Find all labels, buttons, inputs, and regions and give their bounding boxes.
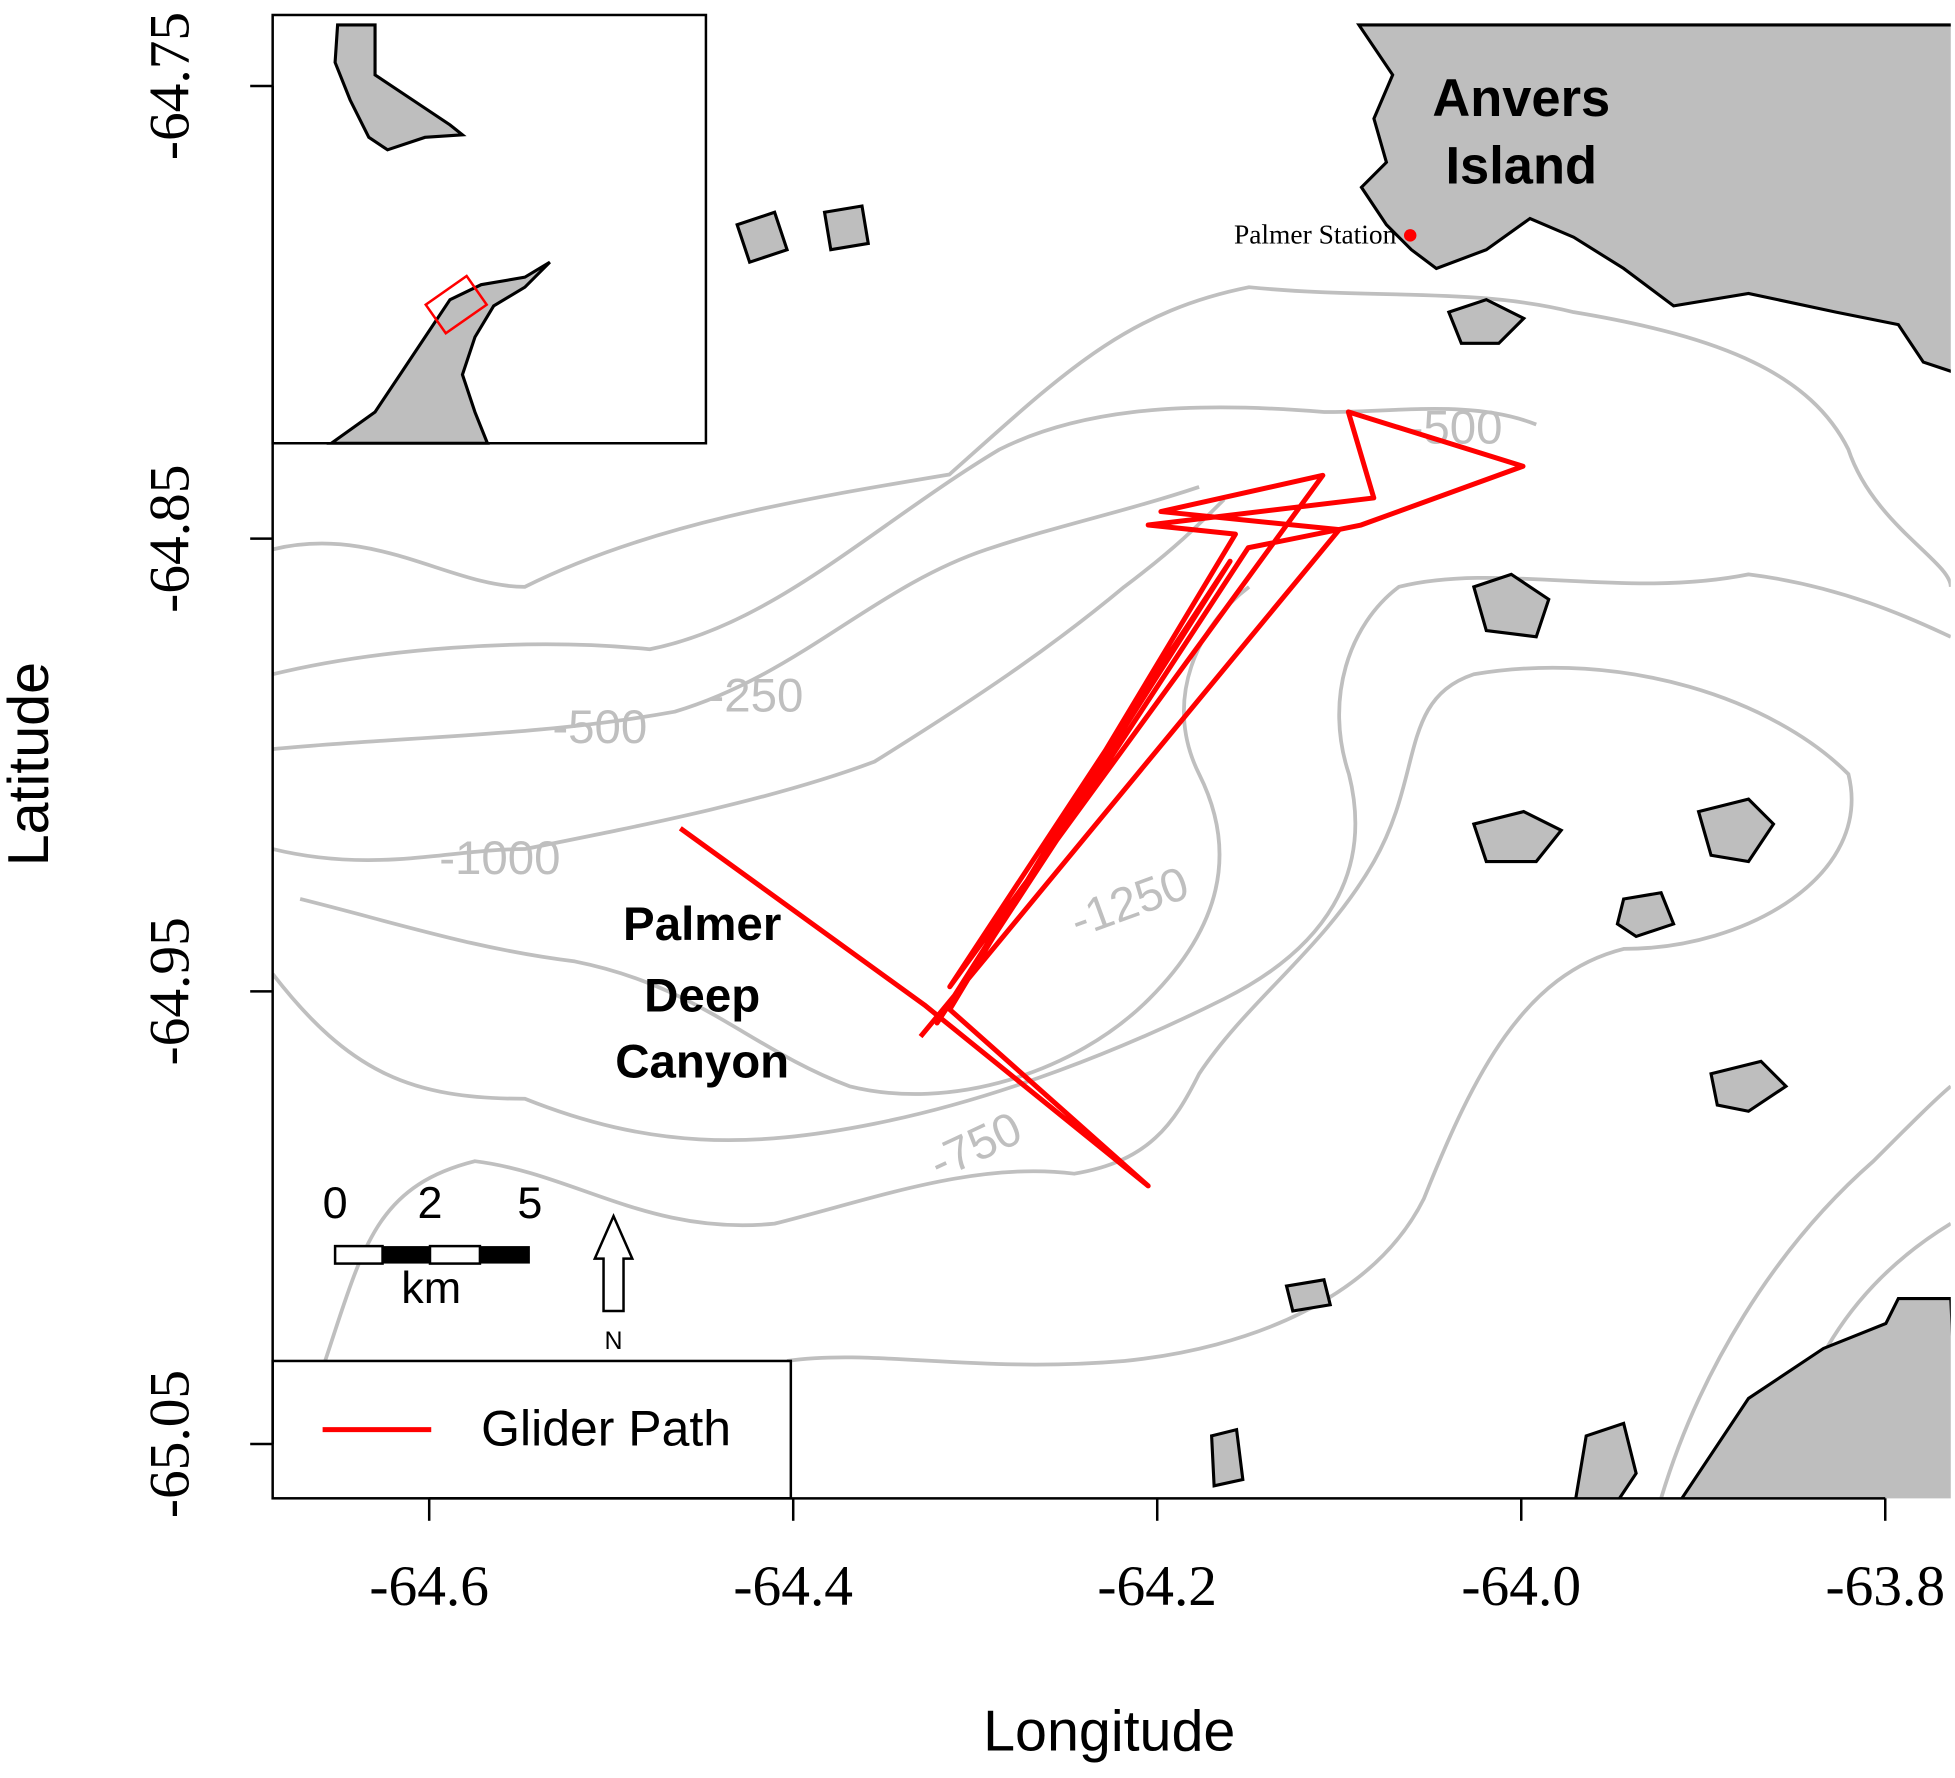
land [1446,297,1527,345]
contour-label: -1000 [439,832,560,885]
contour [272,498,1226,862]
station-marker [1403,229,1417,242]
land [1615,890,1676,939]
contour [299,585,1251,1096]
place-label: Canyon [615,1036,789,1089]
scale-bar: 0 2 5 km [323,1177,543,1313]
scale-label: 0 [323,1177,348,1228]
place-label: Island [1445,138,1597,196]
y-tick-label: -64.75 [138,12,201,160]
place-label: Palmer [623,898,781,951]
north-arrow: N [592,1213,635,1355]
contour-label: -1250 [1063,857,1195,948]
contour [1659,1084,1951,1499]
place-label: Anvers [1432,70,1610,128]
land [822,204,871,252]
contour-label: -250 [708,670,803,723]
x-tick-label: -64.2 [1097,1555,1217,1618]
land [1574,1421,1638,1499]
x-tick-label: -64.6 [369,1555,489,1618]
y-tick-label: -64.85 [138,465,201,613]
land [1471,809,1564,864]
land [1471,572,1551,639]
contour [272,485,1200,752]
legend-label: Glider Path [481,1400,731,1456]
land [1680,1296,1951,1499]
place-label: Deep [644,969,760,1022]
contour-label: -500 [552,701,647,754]
scale-label: 2 [417,1177,442,1228]
scale-unit: km [401,1262,461,1313]
scale-label: 5 [517,1177,542,1228]
y-tick-label: -65.05 [138,1370,201,1518]
land [1696,797,1776,864]
y-tick-label: -64.95 [138,917,201,1065]
legend: Glider Path [271,1359,793,1500]
north-label: N [605,1327,623,1355]
contour [272,572,1951,1142]
land [1709,1059,1789,1113]
contour [323,665,1854,1367]
x-tick-label: -64.0 [1461,1555,1581,1618]
land [1284,1278,1333,1313]
x-tick-label: -63.8 [1825,1555,1945,1618]
basemap [272,23,1951,1499]
land [1209,1427,1245,1488]
station-label: Palmer Station [1234,220,1397,250]
x-axis-title: Longitude [983,1700,1235,1764]
land [735,210,790,265]
x-tick-label: -64.4 [733,1555,853,1618]
glider-path [678,409,1526,1189]
contour [272,285,1951,589]
land [1356,23,1951,373]
inset-map [271,13,708,445]
y-axis-title: Latitude [0,662,61,866]
contour [272,405,1537,677]
